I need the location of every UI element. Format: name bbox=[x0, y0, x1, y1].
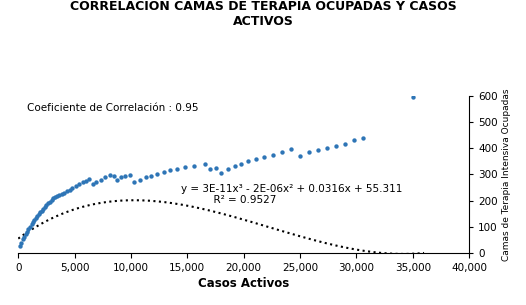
Point bbox=[30, 218, 38, 223]
Point bbox=[117, 175, 125, 180]
Point bbox=[121, 174, 129, 179]
Point bbox=[230, 164, 239, 169]
Point bbox=[201, 162, 209, 167]
Point bbox=[237, 161, 246, 166]
Point bbox=[92, 180, 100, 185]
Point bbox=[39, 206, 47, 211]
Point bbox=[287, 147, 295, 152]
Point bbox=[105, 173, 114, 178]
Point bbox=[72, 184, 80, 188]
Point bbox=[190, 164, 198, 169]
Point bbox=[53, 193, 62, 198]
Point bbox=[78, 180, 87, 185]
Point bbox=[85, 177, 94, 181]
Point bbox=[409, 95, 417, 99]
Point bbox=[47, 198, 56, 203]
Point bbox=[206, 167, 214, 171]
Y-axis label: Camas de Terapia Intensiva Ocupadas: Camas de Terapia Intensiva Ocupadas bbox=[502, 88, 511, 260]
Point bbox=[173, 167, 181, 171]
Point bbox=[350, 138, 358, 143]
Text: CORRELACIÓN CAMAS DE TERAPIA OCUPADAS Y CASOS
ACTIVOS: CORRELACIÓN CAMAS DE TERAPIA OCUPADAS Y … bbox=[69, 0, 457, 28]
Point bbox=[224, 167, 232, 171]
Point bbox=[46, 199, 54, 204]
Point bbox=[37, 208, 46, 213]
Point bbox=[126, 173, 134, 178]
Point bbox=[55, 192, 64, 197]
Point bbox=[16, 243, 24, 248]
Point bbox=[41, 205, 49, 210]
Point bbox=[211, 165, 220, 170]
Point bbox=[314, 148, 322, 152]
Point bbox=[296, 153, 304, 158]
Point bbox=[32, 216, 40, 221]
Point bbox=[341, 142, 349, 147]
Point bbox=[217, 170, 225, 175]
Point bbox=[68, 185, 77, 190]
Point bbox=[42, 203, 50, 208]
Point bbox=[159, 170, 168, 175]
Point bbox=[20, 234, 28, 239]
Point bbox=[26, 224, 34, 229]
Point bbox=[51, 194, 59, 199]
Point bbox=[130, 180, 138, 185]
Point bbox=[59, 190, 68, 195]
Point bbox=[359, 135, 368, 140]
Point bbox=[96, 178, 105, 183]
Point bbox=[323, 145, 331, 150]
Point bbox=[33, 214, 42, 219]
Point bbox=[19, 237, 27, 242]
X-axis label: Casos Activos: Casos Activos bbox=[198, 277, 289, 290]
Text: Coeficiente de Correlación : 0.95: Coeficiente de Correlación : 0.95 bbox=[27, 103, 199, 113]
Point bbox=[332, 144, 340, 149]
Point bbox=[141, 174, 150, 179]
Point bbox=[147, 173, 156, 178]
Point bbox=[269, 152, 277, 157]
Point bbox=[136, 177, 144, 182]
Point bbox=[36, 210, 44, 215]
Point bbox=[181, 164, 189, 169]
Point bbox=[63, 189, 71, 194]
Point bbox=[22, 232, 30, 237]
Point bbox=[35, 212, 43, 217]
Point bbox=[113, 177, 122, 182]
Point bbox=[17, 240, 26, 245]
Point bbox=[244, 159, 252, 164]
Point bbox=[260, 155, 268, 160]
Point bbox=[252, 157, 260, 162]
Point bbox=[29, 220, 37, 224]
Point bbox=[305, 149, 313, 154]
Point bbox=[27, 222, 36, 227]
Point bbox=[57, 191, 66, 196]
Point bbox=[82, 178, 90, 183]
Point bbox=[49, 196, 57, 201]
Point bbox=[44, 201, 52, 206]
Point bbox=[65, 188, 74, 192]
Point bbox=[278, 149, 286, 154]
Point bbox=[153, 172, 161, 177]
Point bbox=[101, 175, 109, 180]
Point bbox=[24, 227, 33, 232]
Point bbox=[75, 182, 83, 187]
Point bbox=[166, 168, 175, 173]
Point bbox=[23, 229, 31, 234]
Text: y = 3E-11x³ - 2E-06x² + 0.0316x + 55.311
          R² = 0.9527: y = 3E-11x³ - 2E-06x² + 0.0316x + 55.311… bbox=[180, 184, 402, 205]
Point bbox=[88, 181, 97, 186]
Point bbox=[110, 173, 118, 178]
